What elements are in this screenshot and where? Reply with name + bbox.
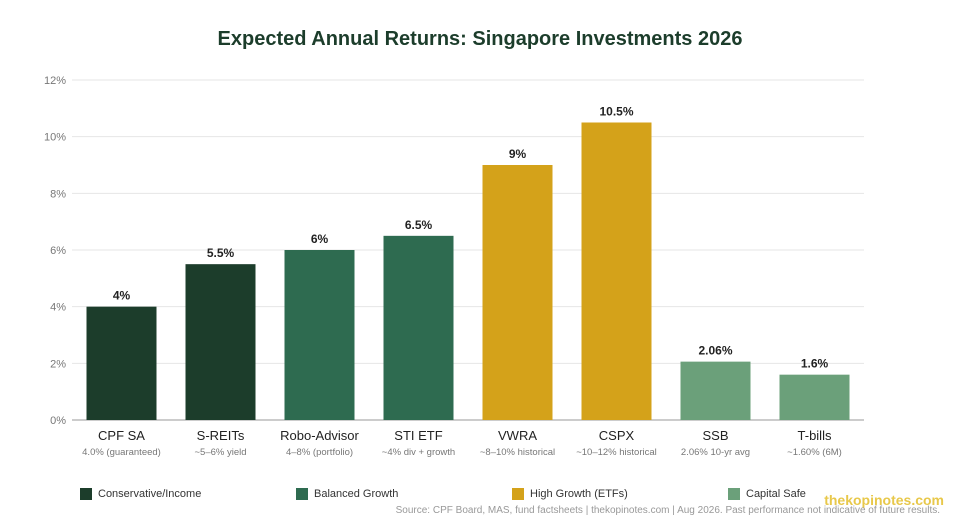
bar-value-label: 6.5%	[405, 218, 433, 232]
x-sublabel: ~10–12% historical	[576, 447, 657, 458]
x-tick-label: T-bills	[798, 428, 832, 443]
y-tick-label: 8%	[50, 188, 66, 200]
source-note: Source: CPF Board, MAS, fund factsheets …	[395, 505, 940, 516]
legend-swatch	[296, 488, 308, 500]
bar	[581, 122, 652, 420]
legend-label: Capital Safe	[746, 488, 806, 500]
x-tick-label: SSB	[702, 428, 728, 443]
bar	[482, 165, 553, 420]
chart-title: Expected Annual Returns: Singapore Inves…	[217, 28, 743, 50]
x-sublabel: ~5–6% yield	[194, 447, 246, 458]
x-sublabel: ~4% div + growth	[382, 447, 455, 458]
legend-label: High Growth (ETFs)	[530, 488, 628, 500]
y-tick-label: 10%	[44, 132, 66, 144]
bar-value-label: 5.5%	[207, 246, 235, 260]
bar-value-label: 10.5%	[599, 105, 633, 119]
bar	[680, 361, 751, 420]
x-sublabel: 4.0% (guaranteed)	[82, 447, 161, 458]
y-tick-label: 0%	[50, 415, 66, 427]
x-tick-label: S-REITs	[197, 428, 245, 443]
legend-item: Balanced Growth	[296, 488, 398, 500]
legend-swatch	[512, 488, 524, 500]
bar-value-label: 9%	[509, 147, 527, 161]
y-tick-label: 12%	[44, 75, 66, 87]
x-sublabel: ~1.60% (6M)	[787, 447, 842, 458]
legend-item: Capital Safe	[728, 488, 806, 500]
legend-label: Conservative/Income	[98, 488, 202, 500]
legend-label: Balanced Growth	[314, 488, 399, 500]
x-tick-label: STI ETF	[394, 428, 442, 443]
y-tick-label: 6%	[50, 245, 66, 257]
legend-item: High Growth (ETFs)	[512, 488, 628, 500]
x-tick-label: VWRA	[498, 428, 537, 443]
x-sublabel: 4–8% (portfolio)	[286, 447, 353, 458]
x-sublabel: 2.06% 10-yr avg	[681, 447, 750, 458]
legend-swatch	[728, 488, 740, 500]
bar-value-label: 2.06%	[698, 344, 732, 358]
y-tick-label: 2%	[50, 358, 66, 370]
bar	[185, 264, 256, 420]
watermark: thekopinotes.com	[824, 492, 944, 508]
bar-value-label: 1.6%	[801, 357, 829, 371]
bar-chart: 0% 2% 4% 6% 8% 10% 12% 4% CPF SA 4.0% (guaranteed…	[44, 75, 864, 458]
bar-value-label: 4%	[113, 289, 131, 303]
x-tick-label: Robo-Advisor	[280, 428, 359, 443]
y-tick-label: 4%	[50, 302, 66, 314]
x-tick-label: CSPX	[599, 428, 635, 443]
x-tick-label: CPF SA	[98, 428, 145, 443]
x-sublabel: ~8–10% historical	[480, 447, 555, 458]
bar	[383, 235, 454, 420]
bar	[86, 306, 157, 420]
legend-item: Conservative/Income	[80, 488, 201, 500]
bar	[284, 250, 355, 420]
legend-swatch	[80, 488, 92, 500]
chart-legend: Conservative/Income Balanced Growth High G…	[0, 488, 960, 504]
bar	[779, 374, 850, 420]
bar-value-label: 6%	[311, 232, 329, 246]
